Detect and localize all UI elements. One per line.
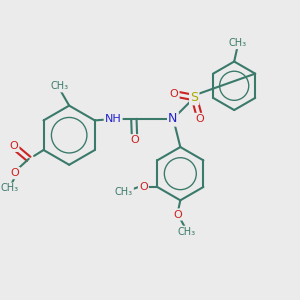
Text: O: O <box>195 114 204 124</box>
Text: N: N <box>168 112 178 125</box>
Text: CH₃: CH₃ <box>0 184 19 194</box>
Text: CH₃: CH₃ <box>178 227 196 237</box>
Text: CH₃: CH₃ <box>51 81 69 92</box>
Text: S: S <box>190 91 198 104</box>
Text: O: O <box>10 141 18 151</box>
Text: O: O <box>11 168 20 178</box>
Text: O: O <box>130 135 139 145</box>
Text: CH₃: CH₃ <box>115 187 133 197</box>
Text: NH: NH <box>105 114 122 124</box>
Text: O: O <box>170 89 178 99</box>
Text: O: O <box>139 182 148 192</box>
Text: CH₃: CH₃ <box>229 38 247 48</box>
Text: O: O <box>173 209 182 220</box>
